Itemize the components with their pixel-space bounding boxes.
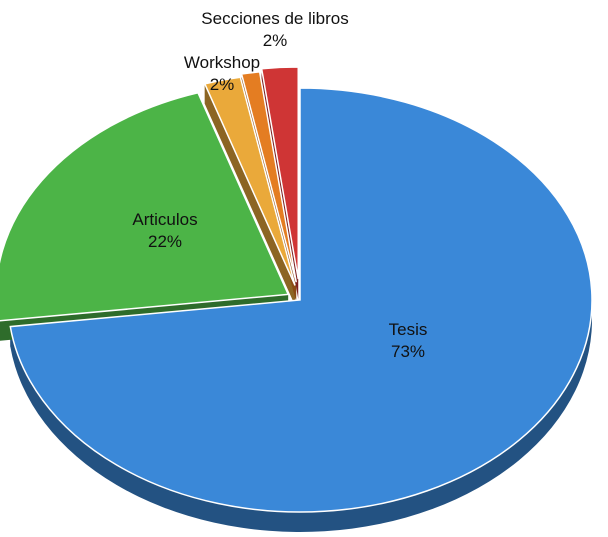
pie-slice	[0, 91, 290, 322]
pie-slice	[203, 76, 296, 286]
slice-value-label: 73%	[391, 342, 425, 361]
pie-slice	[9, 87, 593, 513]
slice-label: Articulos	[132, 210, 197, 229]
slice-value-label: 22%	[148, 232, 182, 251]
slice-label: Tesis	[389, 320, 428, 339]
pie-slice	[240, 71, 297, 283]
pie-slice	[260, 66, 299, 280]
slice-label: Workshop	[184, 53, 260, 72]
slice-label: Secciones de libros	[201, 9, 348, 28]
slice-value-label: 2%	[263, 31, 288, 50]
slice-value-label: 2%	[210, 75, 235, 94]
